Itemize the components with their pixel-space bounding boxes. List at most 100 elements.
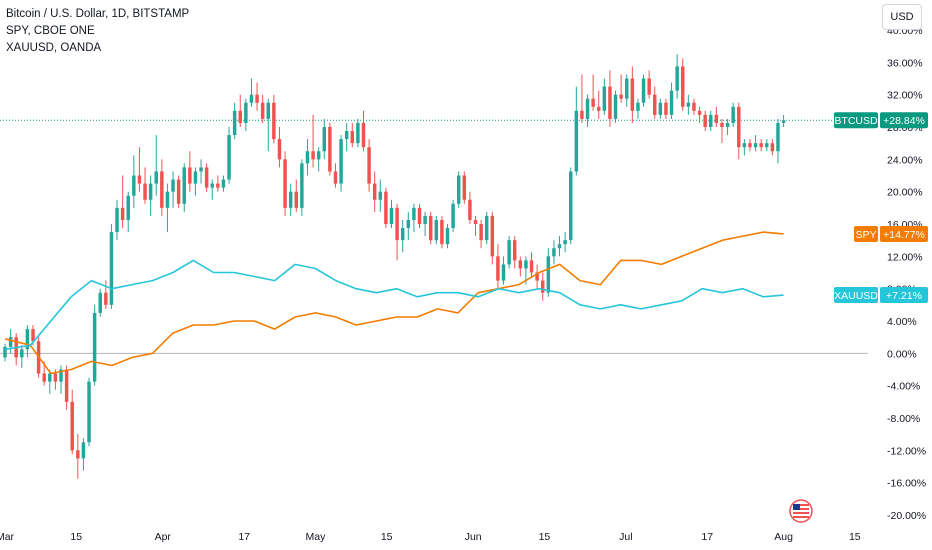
candle-body [776, 122, 780, 152]
candle [613, 90, 618, 123]
candle-body [518, 260, 523, 269]
candle [171, 171, 175, 208]
candle [445, 224, 450, 249]
candle [720, 118, 724, 144]
currency-button[interactable]: USD [882, 4, 922, 30]
candle-body [512, 240, 517, 261]
candle [104, 280, 108, 309]
candle-body [182, 167, 186, 204]
candle-body [703, 114, 707, 127]
legend-spy-symbol[interactable]: SPY, CBOE ONE [6, 25, 95, 37]
candle-body [76, 450, 80, 459]
candle [3, 343, 7, 362]
flag-stripe [793, 504, 809, 506]
candle [473, 215, 478, 237]
candle-body [630, 78, 635, 111]
candle [126, 191, 130, 233]
candle [148, 175, 153, 216]
price-labels: BTCUSD +28.84% SPY +14.77% XAUUSD +7.21% [834, 112, 928, 304]
candle-body [311, 151, 315, 160]
candle-body [260, 102, 265, 119]
flag-stripe [793, 516, 809, 518]
candle [294, 179, 299, 212]
candle [697, 106, 702, 123]
candle-body [681, 66, 685, 107]
candle-body [193, 171, 198, 184]
candle [8, 329, 13, 354]
x-tick-label: Jul [619, 531, 632, 543]
candle [468, 191, 472, 224]
legend-xau-symbol[interactable]: XAUUSD, OANDA [6, 42, 102, 54]
candle [507, 236, 511, 269]
candle-body [104, 292, 108, 305]
x-tick-label: 17 [701, 531, 713, 543]
candle-body [120, 207, 125, 220]
candle-body [283, 159, 287, 208]
candle-body [423, 215, 427, 224]
candle [389, 199, 394, 229]
candle [350, 122, 355, 148]
candle [316, 147, 321, 172]
candle [176, 175, 181, 208]
candle-body [266, 102, 270, 119]
candle-body [126, 195, 130, 220]
y-tick-label: 12.00% [887, 251, 923, 263]
candle-body [132, 175, 136, 196]
candle-body [70, 401, 74, 451]
candle-body [395, 207, 399, 241]
candle [333, 163, 338, 188]
candle-body [641, 78, 646, 103]
candle-body [361, 122, 366, 148]
candle-body [496, 256, 500, 281]
legend-main-symbol[interactable]: Bitcoin / U.S. Dollar, 1D, BITSTAMP [6, 8, 190, 20]
y-tick-label: -16.00% [887, 478, 926, 490]
candle-body [64, 369, 69, 402]
candle [344, 122, 349, 152]
candle [742, 139, 747, 156]
candle [462, 171, 467, 204]
candle [658, 98, 663, 119]
candle-body [697, 110, 702, 115]
candle-body [272, 102, 276, 140]
candle [776, 118, 780, 164]
x-tick-label: Aug [774, 531, 793, 543]
candle [300, 159, 304, 216]
candle-body [619, 94, 623, 99]
y-tick-label: 32.00% [887, 90, 923, 102]
candle [428, 211, 433, 245]
candle [115, 199, 119, 241]
candle-body [154, 171, 158, 184]
candle [529, 252, 534, 277]
candle [165, 183, 170, 233]
candle [64, 365, 69, 410]
price-label-value: +7.21% [886, 290, 922, 302]
candle-body [389, 207, 394, 224]
candle [709, 110, 713, 132]
candle [501, 256, 506, 285]
candle-body [574, 110, 579, 172]
candle-body [412, 207, 416, 220]
candle [692, 98, 696, 115]
price-label-value: +28.84% [883, 115, 925, 127]
candle [160, 159, 164, 216]
candle-body [653, 94, 657, 115]
candle [339, 135, 343, 192]
candle-body [770, 143, 775, 152]
candle [456, 171, 461, 208]
candle [552, 240, 556, 265]
candle [272, 94, 276, 144]
candle [182, 163, 186, 212]
candle [120, 175, 125, 229]
candle [440, 215, 444, 249]
candle-body [294, 191, 299, 208]
candle [479, 219, 483, 249]
candle-body [490, 215, 495, 257]
candle [372, 171, 377, 212]
price-label-name-bg [854, 225, 878, 242]
y-tick-label: -8.00% [887, 413, 920, 425]
candle [518, 256, 523, 277]
flag-canton [793, 504, 800, 510]
candle [563, 232, 567, 253]
candle-body [204, 167, 209, 188]
